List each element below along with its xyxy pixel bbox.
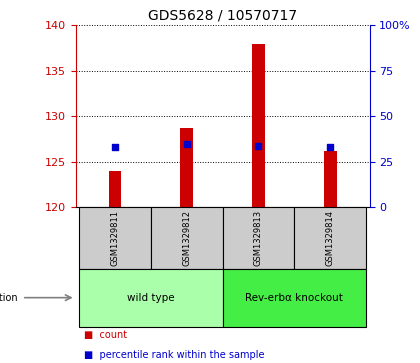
Bar	[79, 207, 151, 269]
Bar	[223, 207, 294, 269]
Point	[184, 141, 190, 147]
Bar	[109, 171, 121, 207]
Bar	[79, 269, 223, 327]
Point	[255, 143, 262, 149]
Text: GSM1329814: GSM1329814	[326, 210, 335, 266]
Bar	[294, 207, 366, 269]
Text: GSM1329811: GSM1329811	[110, 210, 120, 266]
Bar	[252, 44, 265, 207]
Point	[112, 144, 118, 150]
Text: ■  count: ■ count	[84, 330, 127, 340]
Bar	[223, 269, 366, 327]
Text: ■  percentile rank within the sample: ■ percentile rank within the sample	[84, 350, 265, 360]
Text: GSM1329812: GSM1329812	[182, 210, 191, 266]
Title: GDS5628 / 10570717: GDS5628 / 10570717	[148, 9, 297, 23]
Text: genotype/variation: genotype/variation	[0, 293, 18, 303]
Text: wild type: wild type	[127, 293, 175, 303]
Point	[327, 144, 333, 150]
Bar	[324, 151, 336, 207]
Bar	[180, 128, 193, 207]
Text: Rev-erbα knockout: Rev-erbα knockout	[245, 293, 343, 303]
Text: GSM1329813: GSM1329813	[254, 210, 263, 266]
Bar	[151, 207, 223, 269]
